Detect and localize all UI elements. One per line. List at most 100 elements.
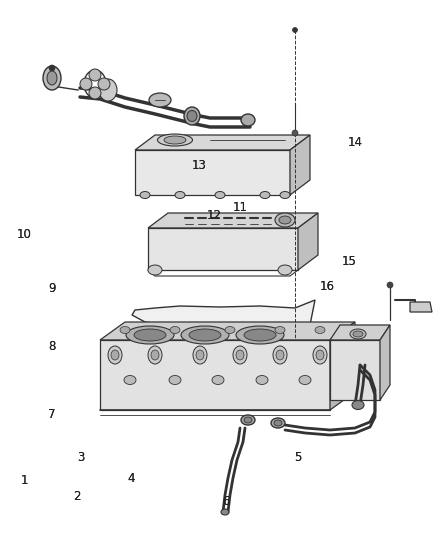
Polygon shape <box>330 322 355 410</box>
Text: 16: 16 <box>320 280 335 293</box>
Ellipse shape <box>193 346 207 364</box>
Text: 13: 13 <box>192 159 207 172</box>
Ellipse shape <box>187 110 197 122</box>
Ellipse shape <box>276 350 284 360</box>
Ellipse shape <box>80 78 92 90</box>
Text: 12: 12 <box>207 209 222 222</box>
Ellipse shape <box>148 346 162 364</box>
Text: 10: 10 <box>17 228 32 241</box>
Text: 15: 15 <box>342 255 357 268</box>
Ellipse shape <box>140 191 150 198</box>
Ellipse shape <box>124 376 136 384</box>
Ellipse shape <box>280 191 290 198</box>
Ellipse shape <box>108 346 122 364</box>
Text: 3: 3 <box>78 451 85 464</box>
Polygon shape <box>148 228 298 270</box>
Text: 7: 7 <box>48 408 56 421</box>
Ellipse shape <box>292 130 298 136</box>
Polygon shape <box>410 302 432 312</box>
Ellipse shape <box>158 134 192 146</box>
Text: 15: 15 <box>342 255 357 268</box>
Ellipse shape <box>181 326 229 344</box>
Text: 4: 4 <box>127 472 135 485</box>
Ellipse shape <box>47 71 57 85</box>
Text: 14: 14 <box>347 136 362 149</box>
Ellipse shape <box>256 376 268 384</box>
Polygon shape <box>100 340 330 410</box>
Ellipse shape <box>134 329 166 341</box>
Ellipse shape <box>236 326 284 344</box>
Ellipse shape <box>175 191 185 198</box>
Ellipse shape <box>212 376 224 384</box>
Ellipse shape <box>170 327 180 334</box>
Text: 7: 7 <box>48 408 56 421</box>
Ellipse shape <box>98 78 110 90</box>
Ellipse shape <box>275 327 285 334</box>
Ellipse shape <box>293 28 297 33</box>
Ellipse shape <box>260 191 270 198</box>
Ellipse shape <box>111 350 119 360</box>
Text: 11: 11 <box>233 201 247 214</box>
Text: 1: 1 <box>20 474 28 487</box>
Text: 6: 6 <box>222 495 230 507</box>
Text: 2: 2 <box>73 490 81 503</box>
Ellipse shape <box>148 265 162 275</box>
Ellipse shape <box>316 350 324 360</box>
Ellipse shape <box>352 400 364 409</box>
Ellipse shape <box>225 327 235 334</box>
Text: 9: 9 <box>48 282 56 295</box>
Ellipse shape <box>315 327 325 334</box>
Polygon shape <box>148 213 318 228</box>
Text: 4: 4 <box>127 472 135 485</box>
Ellipse shape <box>241 415 255 425</box>
Ellipse shape <box>353 331 363 337</box>
Text: 2: 2 <box>73 490 81 503</box>
Ellipse shape <box>233 346 247 364</box>
Text: 8: 8 <box>48 340 55 353</box>
Ellipse shape <box>184 107 200 125</box>
Ellipse shape <box>89 87 101 99</box>
Text: 14: 14 <box>347 136 362 149</box>
Ellipse shape <box>236 350 244 360</box>
Ellipse shape <box>350 329 366 339</box>
Ellipse shape <box>120 327 130 334</box>
Text: 9: 9 <box>48 282 56 295</box>
Ellipse shape <box>271 418 285 428</box>
Ellipse shape <box>244 329 276 341</box>
Ellipse shape <box>196 350 204 360</box>
Ellipse shape <box>244 417 252 423</box>
Ellipse shape <box>387 282 393 288</box>
Ellipse shape <box>313 346 327 364</box>
Text: 10: 10 <box>17 228 32 241</box>
Ellipse shape <box>151 350 159 360</box>
Polygon shape <box>380 325 390 400</box>
Ellipse shape <box>275 213 295 227</box>
Polygon shape <box>298 213 318 270</box>
Ellipse shape <box>89 69 101 81</box>
Text: 3: 3 <box>78 451 85 464</box>
Ellipse shape <box>169 376 181 384</box>
Ellipse shape <box>279 216 291 224</box>
Text: 1: 1 <box>20 474 28 487</box>
Text: 8: 8 <box>48 340 55 353</box>
Ellipse shape <box>164 136 186 144</box>
Ellipse shape <box>274 420 282 426</box>
Ellipse shape <box>241 114 255 126</box>
Polygon shape <box>290 135 310 195</box>
Ellipse shape <box>49 65 55 71</box>
Ellipse shape <box>273 346 287 364</box>
Polygon shape <box>330 325 390 340</box>
Text: 12: 12 <box>207 209 222 222</box>
Polygon shape <box>330 340 380 400</box>
Ellipse shape <box>126 326 174 344</box>
Ellipse shape <box>99 79 117 101</box>
Ellipse shape <box>43 66 61 90</box>
Ellipse shape <box>278 265 292 275</box>
Ellipse shape <box>189 329 221 341</box>
Polygon shape <box>100 322 355 340</box>
Text: 13: 13 <box>192 159 207 172</box>
Ellipse shape <box>221 509 229 515</box>
Ellipse shape <box>149 93 171 107</box>
Text: 16: 16 <box>320 280 335 293</box>
Ellipse shape <box>215 191 225 198</box>
